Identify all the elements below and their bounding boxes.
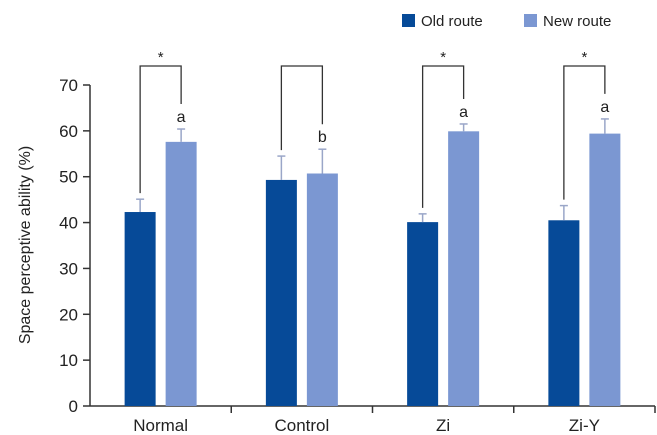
y-tick-label: 60 — [59, 122, 78, 141]
comparison-bracket — [421, 65, 465, 208]
comparison-bracket — [563, 65, 606, 200]
bars — [124, 131, 621, 406]
group-letter: b — [318, 129, 327, 146]
y-tick-label: 40 — [59, 214, 78, 233]
x-axis: Normal Control Zi Zi-Y — [90, 405, 656, 435]
x-category-label: Control — [274, 416, 329, 435]
bar — [589, 133, 621, 406]
y-tick-label: 10 — [59, 351, 78, 370]
x-category-label: Zi — [436, 416, 450, 435]
legend: Old route New route — [402, 13, 611, 30]
comparison-bracket — [280, 65, 324, 151]
legend-swatch — [524, 14, 537, 27]
legend-label: New route — [543, 13, 611, 30]
bar — [265, 179, 297, 406]
comparison-bracket — [139, 65, 182, 194]
bar — [548, 220, 580, 406]
legend-swatch — [402, 14, 415, 27]
group-letter: a — [600, 99, 609, 116]
y-tick-label: 70 — [59, 76, 78, 95]
significance-marker: * — [440, 49, 446, 66]
bar — [306, 173, 338, 406]
x-category-label: Normal — [133, 416, 188, 435]
bar — [448, 131, 480, 406]
error-bars — [136, 118, 609, 223]
annotations: * a b * a * a — [139, 49, 609, 208]
x-category-label: Zi-Y — [569, 416, 600, 435]
y-axis: 0 10 20 30 40 50 60 70 — [59, 76, 91, 416]
group-letter: a — [459, 104, 468, 121]
bar — [124, 212, 156, 406]
y-axis-label: Space perceptive ability (%) — [17, 146, 34, 344]
significance-marker: * — [158, 49, 164, 66]
y-tick-label: 30 — [59, 259, 78, 278]
y-tick-label: 0 — [69, 397, 78, 416]
significance-marker: * — [581, 49, 587, 66]
y-tick-label: 20 — [59, 305, 78, 324]
legend-label: Old route — [421, 13, 483, 30]
y-tick-label: 50 — [59, 168, 78, 187]
group-letter: a — [177, 109, 186, 126]
bar — [407, 222, 439, 406]
bar — [165, 141, 197, 406]
